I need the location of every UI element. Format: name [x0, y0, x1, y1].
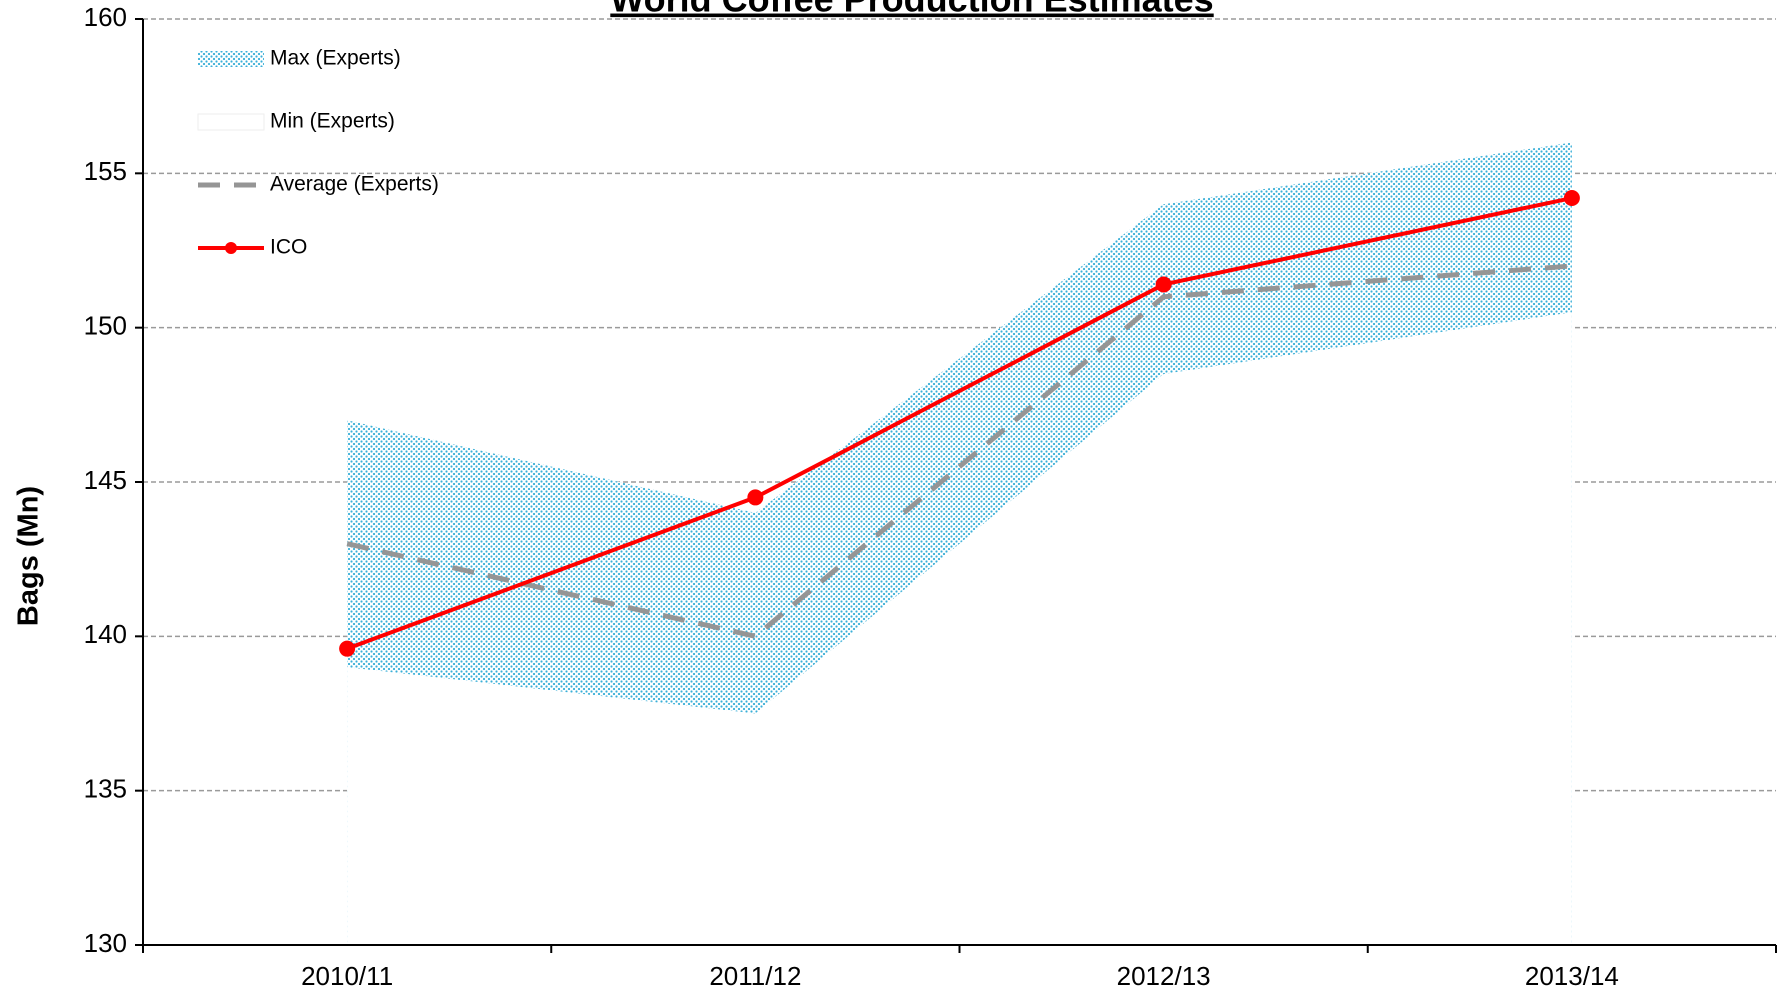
y-axis-label: Bags (Mn) — [13, 486, 45, 626]
legend-label: ICO — [270, 236, 307, 259]
x-tick-label: 2010/11 — [301, 961, 393, 991]
y-tick-label: 130 — [84, 928, 127, 958]
chart-title: World Coffee Production Estimates — [610, 0, 1213, 20]
legend-label: Max (Experts) — [270, 47, 401, 70]
marker — [1563, 190, 1580, 207]
y-tick-label: 135 — [84, 774, 127, 804]
legend-swatch — [197, 113, 265, 131]
y-tick-label: 140 — [84, 619, 127, 649]
legend-marker — [225, 242, 237, 254]
y-tick-label: 155 — [84, 156, 127, 186]
area — [347, 312, 1572, 945]
line — [346, 196, 1573, 651]
marker — [747, 489, 764, 506]
x-tick-label: 2012/13 — [1117, 961, 1211, 991]
legend-swatch — [198, 51, 264, 67]
x-tick-label: 2013/14 — [1525, 961, 1619, 991]
line — [346, 263, 1573, 640]
legend-label: Min (Experts) — [270, 110, 395, 133]
y-tick-label: 145 — [84, 465, 127, 495]
marker — [1155, 276, 1172, 293]
marker — [339, 640, 356, 657]
x-tick-label: 2011/12 — [709, 961, 801, 991]
y-tick-label: 160 — [84, 2, 127, 32]
y-tick-label: 150 — [84, 311, 127, 341]
legend-label: Average (Experts) — [270, 173, 439, 196]
